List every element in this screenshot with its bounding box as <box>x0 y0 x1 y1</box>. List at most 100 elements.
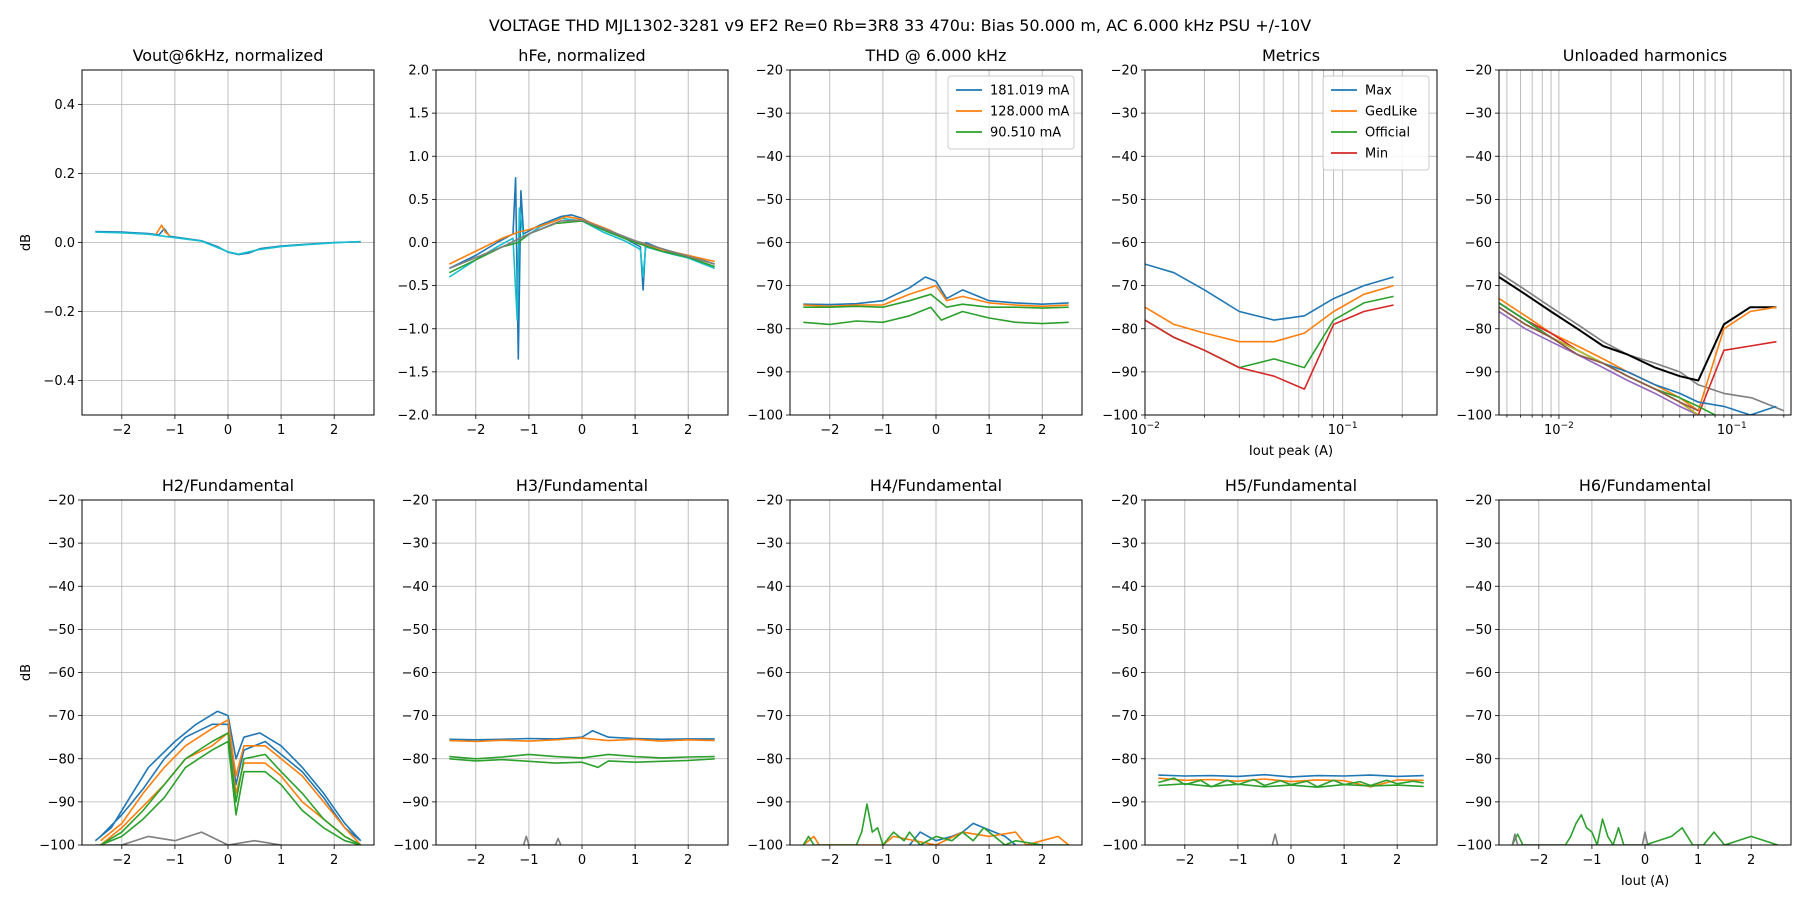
grid <box>1499 69 1791 416</box>
y-tick-label: −30 <box>756 537 783 552</box>
y-tick-label: −60 <box>1465 236 1492 251</box>
y-tick-label: −20 <box>1465 64 1492 79</box>
subplot-thd: −2 −1 0 1 2 −100 −90 −80 −70 −60 −50 −40 −30 −20 THD @… <box>747 46 1083 438</box>
y-tick-label: −40 <box>1465 580 1492 595</box>
series-line-1 <box>1511 813 1778 845</box>
x-axis: −2 −1 0 1 2 <box>466 845 692 868</box>
series-line-2 <box>1499 276 1777 382</box>
series-group <box>1158 773 1424 845</box>
series-group <box>94 710 362 845</box>
y-tick-label: −100 <box>1102 839 1138 854</box>
y-axis: −100 −90 −80 −70 −60 −50 −40 −30 −20 <box>1456 494 1499 854</box>
y-tick-label: −90 <box>1465 365 1492 380</box>
series-line-6 <box>100 740 361 845</box>
series-group <box>1511 813 1778 845</box>
series-line-4 <box>1145 304 1394 390</box>
y-tick-label: −40 <box>402 580 429 595</box>
y-tick-label: −50 <box>1465 623 1492 638</box>
x-tick-label: −1 <box>873 423 892 438</box>
x-tick-label: 0 <box>578 423 586 438</box>
subplot-grid: −2 −1 0 1 2 −0.4 −0.2 0.0 0.2 0.4 Vout@6kHz, norma… <box>19 46 1792 889</box>
y-tick-label: −100 <box>393 839 429 854</box>
y-tick-label: −50 <box>402 623 429 638</box>
y-tick-label: −40 <box>1111 150 1138 165</box>
subplot-harmonics: 10−2 10−1 −100 −90 −80 −70 −60 −50 −40 −30 −20 Unlo… <box>1456 46 1792 438</box>
y-axis-label: dB <box>19 664 34 681</box>
x-tick-exponent: −1 <box>1733 421 1746 431</box>
y-tick-label: 0.0 <box>54 236 75 251</box>
legend-label: GedLike <box>1365 105 1417 120</box>
x-tick-label: −2 <box>466 853 485 868</box>
y-tick-label: −70 <box>1465 279 1492 294</box>
x-tick-label: 0 <box>932 423 940 438</box>
y-tick-label: −60 <box>756 236 783 251</box>
x-axis-label: Iout (A) <box>1621 874 1669 889</box>
series-line-1 <box>94 710 362 842</box>
y-tick-label: −50 <box>48 623 75 638</box>
x-tick-label: 1 <box>985 853 993 868</box>
y-tick-label: −20 <box>48 494 75 509</box>
x-axis: −2 −1 0 1 2 <box>466 415 692 438</box>
y-tick-label: −30 <box>1111 537 1138 552</box>
x-axis: −2 −1 0 1 2 <box>112 415 338 438</box>
y-tick-label: −30 <box>1465 537 1492 552</box>
x-tick-label: 1 <box>631 853 639 868</box>
series-line-3 <box>100 719 362 845</box>
y-tick-label: −50 <box>756 193 783 208</box>
x-tick-label: 0 <box>224 853 232 868</box>
subplot-h4: −2 −1 0 1 2 −100 −90 −80 −70 −60 −50 −40 −30 −20 H4/Fu… <box>747 476 1083 868</box>
y-axis: −100 −90 −80 −70 −60 −50 −40 −30 −20 <box>747 494 790 854</box>
x-tick-label: 1 <box>1340 853 1348 868</box>
y-tick-label: −60 <box>756 666 783 681</box>
series-group <box>802 803 1070 845</box>
y-axis: −100 −90 −80 −70 −60 −50 −40 −30 −20 <box>1102 64 1145 424</box>
series-line-1 <box>1158 773 1424 778</box>
legend-box <box>1322 75 1430 171</box>
y-tick-label: −30 <box>402 537 429 552</box>
y-tick-label: −60 <box>48 666 75 681</box>
x-tick-label: 2 <box>1038 853 1046 868</box>
x-tick-label: 0 <box>1287 853 1295 868</box>
y-tick-label: −70 <box>756 709 783 724</box>
series-line-5 <box>100 732 362 845</box>
y-tick-label: −30 <box>1111 107 1138 122</box>
y-tick-label: 0.4 <box>54 98 75 113</box>
series-line-2 <box>1158 777 1424 788</box>
series-line-1 <box>1499 272 1785 412</box>
x-tick-exponent: −1 <box>1344 421 1357 431</box>
subplot-title: H5/Fundamental <box>1225 476 1357 495</box>
x-axis: −2 −1 0 1 2 <box>1175 845 1401 868</box>
y-tick-label: −70 <box>756 279 783 294</box>
y-tick-label: −80 <box>756 322 783 337</box>
y-tick-label: −20 <box>756 494 783 509</box>
figure-title: VOLTAGE THD MJL1302-3281 v9 EF2 Re=0 Rb=… <box>489 16 1311 35</box>
series-line-5 <box>1271 833 1279 845</box>
y-axis: −2.0 −1.5 −1.0 −0.5 0.0 0.5 1.0 1.5 2.0 <box>397 64 436 424</box>
series-line-7 <box>95 831 282 845</box>
series-group <box>803 276 1069 326</box>
y-axis: −0.4 −0.2 0.0 0.2 0.4 <box>43 98 82 389</box>
x-tick-label: −2 <box>466 423 485 438</box>
series-line-2 <box>100 723 362 842</box>
y-axis: −100 −90 −80 −70 −60 −50 −40 −30 −20 <box>393 494 436 854</box>
y-tick-label: −70 <box>1465 709 1492 724</box>
x-tick-label: 2 <box>330 423 338 438</box>
series-line-3 <box>449 753 715 760</box>
y-axis: −100 −90 −80 −70 −60 −50 −40 −30 −20 <box>1456 64 1499 424</box>
series-line-2 <box>449 737 715 743</box>
series-line-1 <box>449 729 715 741</box>
subplot-h3: −2 −1 0 1 2 −100 −90 −80 −70 −60 −50 −40 −30 −20 H3/Fu… <box>393 476 729 868</box>
series-group <box>448 177 715 360</box>
x-tick-label: 0 <box>224 423 232 438</box>
x-tick-label: 2 <box>1393 853 1401 868</box>
series-line-2 <box>1145 284 1394 343</box>
subplot-vout: −2 −1 0 1 2 −0.4 −0.2 0.0 0.2 0.4 Vout@6kHz, norma… <box>19 46 375 438</box>
y-tick-label: −50 <box>756 623 783 638</box>
x-tick-label: −2 <box>112 853 131 868</box>
subplot-hfe: −2 −1 0 1 2 −2.0 −1.5 −1.0 −0.5 0.0 0.5 1.0 1.5 2.0 hF… <box>397 46 729 438</box>
x-tick-label: 1 <box>985 423 993 438</box>
series-line-3 <box>448 215 715 265</box>
legend-box <box>947 75 1075 150</box>
series-line-5 <box>448 219 715 270</box>
x-tick-exponent: −2 <box>1147 421 1160 431</box>
